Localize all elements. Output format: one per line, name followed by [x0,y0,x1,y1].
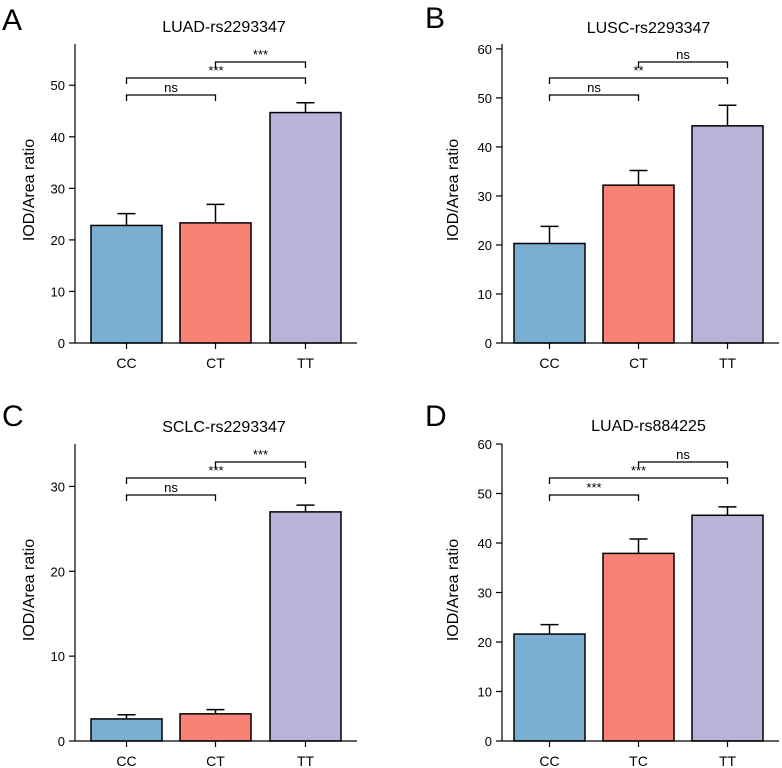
significance-label: ** [633,63,643,78]
significance-bracket [214,461,307,468]
y-tick-label: 30 [478,586,492,601]
chart-panel-b: B LUSC-rs2293347 0 10 20 30 40 50 60 IOD/Area rat… [425,2,779,371]
y-tick-label: 10 [478,685,492,700]
panel-letter: D [425,400,447,433]
significance-bracket [637,61,729,68]
bar-tc [602,552,675,742]
y-tick-label: 0 [58,336,65,351]
significance-bracket [125,77,307,84]
significance-bracket [548,494,640,501]
chart-title: LUAD-rs884225 [591,418,706,435]
bar-ct [179,222,252,344]
significance-label: *** [253,47,268,62]
significance-label: ns [164,80,178,95]
panel-letter: C [2,400,24,433]
significance-label: *** [631,463,646,478]
bar-tt [691,514,764,742]
bar-cc [513,633,586,742]
significance-label: *** [253,447,268,462]
panel-letter: B [425,2,445,35]
y-tick-label: 30 [51,181,65,196]
bar-cc [90,718,163,742]
significance-label: ns [587,80,601,95]
y-tick-label: 20 [51,564,65,579]
y-tick-label: 40 [478,536,492,551]
y-tick-label: 40 [478,140,492,155]
x-tick-label: TC [629,753,648,768]
significance-label: *** [208,63,223,78]
chart-panel-c: C SCLC-rs2293347 0 10 20 30 IOD/Area ratio CC CT… [2,400,357,768]
significance-label: *** [208,463,223,478]
y-axis-title: IOD/Area ratio [21,139,38,241]
chart-title: LUSC-rs2293347 [587,20,711,37]
panel-letter: A [2,4,22,37]
y-tick-label: 60 [478,437,492,452]
y-tick-label: 40 [51,130,65,145]
y-tick-label: 10 [51,284,65,299]
y-tick-label: 50 [478,487,492,502]
x-tick-label: TT [297,355,315,371]
chart-panel-d: D LUAD-rs884225 0 10 20 30 40 50 60 IOD/Area rati… [425,400,779,768]
y-tick-label: 10 [51,649,65,664]
x-tick-label: TT [297,753,315,768]
bar-ct [602,184,675,344]
bar-ct [179,713,252,742]
significance-label: ns [676,447,690,462]
y-tick-label: 0 [485,734,492,749]
x-tick-label: CT [206,753,225,768]
y-axis-title: IOD/Area ratio [445,539,462,641]
y-tick-label: 20 [51,233,65,248]
y-tick-label: 50 [478,91,492,106]
y-tick-label: 20 [478,635,492,650]
y-tick-label: 60 [478,42,492,57]
significance-label: ns [164,480,178,495]
significance-bracket [637,461,729,468]
x-tick-label: CT [629,355,648,371]
x-tick-label: TT [719,355,737,371]
chart-title: SCLC-rs2293347 [162,419,286,436]
x-tick-label: TT [719,753,737,768]
y-tick-label: 30 [478,189,492,204]
chart-title: LUAD-rs2293347 [162,19,286,36]
y-axis-title: IOD/Area ratio [445,139,462,241]
bar-cc [90,224,163,344]
significance-bracket [548,94,640,101]
significance-bracket [125,494,217,501]
y-tick-label: 0 [485,336,492,351]
significance-label: ns [676,47,690,62]
chart-panel-a: A LUAD-rs2293347 0 10 20 30 40 50 IOD/Area ratio… [2,4,357,371]
bar-tt [269,511,342,742]
x-tick-label: CT [206,355,225,371]
y-tick-label: 30 [51,479,65,494]
x-tick-label: CC [116,355,136,371]
significance-bracket [214,61,307,68]
y-tick-label: 50 [51,78,65,93]
y-tick-label: 20 [478,238,492,253]
x-tick-label: CC [539,753,559,768]
significance-bracket [548,477,729,484]
significance-bracket [548,77,729,84]
bar-tt [691,125,764,344]
x-tick-label: CC [116,753,136,768]
bar-tt [269,111,342,344]
significance-label: *** [586,480,601,495]
y-axis-title: IOD/Area ratio [21,539,38,641]
significance-bracket [125,94,217,101]
y-tick-label: 10 [478,287,492,302]
significance-bracket [125,477,307,484]
y-tick-label: 0 [58,734,65,749]
bar-cc [513,242,586,344]
x-tick-label: CC [539,355,559,371]
